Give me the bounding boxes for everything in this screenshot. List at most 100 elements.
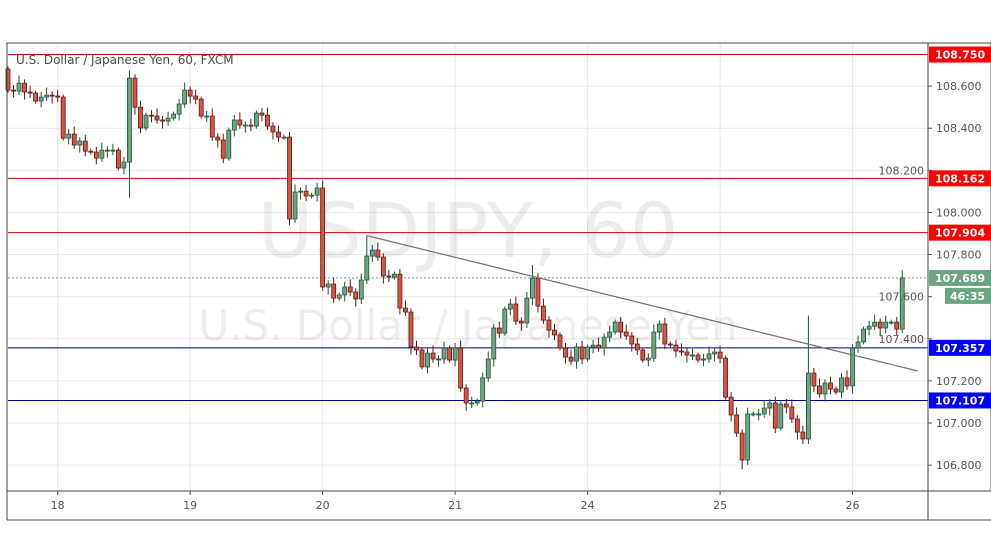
candle-down — [5, 66, 11, 93]
y-tick-label: 107.600 — [879, 291, 925, 304]
candle-body — [397, 273, 403, 309]
candle-body — [60, 96, 66, 139]
candle-body — [38, 96, 44, 102]
candle-body — [16, 82, 22, 92]
candle-up — [761, 400, 767, 418]
candle-down — [563, 342, 568, 364]
x-tick-label: 18 — [51, 499, 65, 512]
plot-border — [6, 42, 991, 492]
price-label: 107.357 — [935, 342, 985, 355]
candle-down — [248, 118, 254, 132]
countdown-label: 46:35 — [950, 290, 985, 303]
candle-up — [883, 315, 889, 334]
candle-body — [215, 136, 221, 141]
x-tick-label: 20 — [316, 499, 330, 512]
candle-down — [717, 345, 723, 364]
candle-down — [618, 317, 624, 339]
candle-up — [850, 344, 855, 394]
price-label: 108.750 — [935, 49, 985, 62]
candle-down — [375, 242, 381, 261]
candle-down — [27, 85, 33, 99]
candle-down — [331, 277, 337, 304]
candle-down — [303, 184, 309, 202]
candle-up — [121, 157, 127, 175]
candle-body — [712, 351, 717, 355]
candle-down — [259, 108, 265, 122]
candle-body — [22, 82, 27, 93]
candle-up — [767, 399, 773, 416]
candle-up — [309, 192, 315, 199]
candle-down — [386, 269, 392, 283]
chart-title: U.S. Dollar / Japanese Yen, 60, FXCM — [16, 53, 234, 67]
candle-body — [44, 94, 50, 98]
candle-up — [474, 398, 480, 406]
candle-body — [673, 344, 679, 352]
candle-up — [336, 292, 342, 301]
candle-down — [513, 296, 519, 325]
candle-body — [557, 334, 563, 349]
candle-down — [496, 321, 502, 339]
candle-up — [182, 82, 188, 108]
candle-down — [679, 343, 684, 356]
candle-down — [579, 340, 585, 365]
candle-body — [325, 283, 331, 288]
candle-body — [253, 112, 259, 127]
candle-body — [242, 124, 248, 127]
candle-up — [701, 353, 706, 367]
candle-body — [391, 273, 397, 278]
candle-body — [49, 94, 55, 97]
candle-body — [88, 150, 94, 153]
candle-body — [220, 139, 226, 159]
candle-body — [176, 103, 182, 115]
candle-body — [270, 125, 276, 133]
candle-up — [342, 281, 348, 302]
candle-up — [231, 114, 237, 137]
candle-up — [165, 111, 171, 127]
candle-body — [209, 115, 215, 138]
candle-body — [651, 331, 657, 359]
candle-body — [5, 68, 11, 91]
candle-down — [772, 396, 778, 434]
candle-body — [800, 431, 806, 440]
y-tick-label: 107.400 — [879, 333, 925, 346]
candle-body — [436, 358, 441, 361]
candle-body — [518, 320, 524, 324]
candle-body — [375, 249, 381, 258]
candle-body — [93, 151, 99, 159]
price-axis[interactable]: 108.600 108.400 108.200 108.000 107.800 107.6… — [879, 80, 982, 472]
candle-up — [16, 75, 22, 95]
candle-body — [99, 149, 105, 159]
candle-body — [794, 418, 800, 433]
candle-down — [783, 398, 789, 414]
candle-up — [99, 142, 105, 162]
price-label-bg — [929, 170, 991, 187]
candle-up — [298, 187, 303, 200]
y-tick-label: 107.000 — [936, 417, 982, 430]
candle-body — [783, 403, 789, 408]
candle-down — [71, 126, 77, 149]
candle-up — [656, 320, 662, 340]
candle-body — [585, 346, 590, 360]
candle-down — [541, 298, 546, 324]
candle-down — [463, 384, 469, 411]
candle-up — [706, 346, 712, 363]
price-label-bg — [929, 46, 991, 63]
price-label-bg — [929, 224, 991, 241]
candle-body — [193, 95, 199, 100]
candle-up — [651, 324, 657, 362]
candle-up — [822, 379, 828, 402]
y-tick-label: 108.200 — [879, 164, 925, 177]
candle-up — [485, 351, 491, 382]
y-tick-label: 107.800 — [936, 249, 982, 262]
candle-body — [259, 112, 265, 116]
candle-down — [193, 89, 199, 105]
candle-down — [695, 352, 701, 363]
candle-body — [574, 346, 579, 362]
candle-down — [33, 90, 38, 104]
candle-body — [496, 327, 502, 334]
time-axis[interactable]: 18 19 20 21 24 25 26 — [51, 491, 860, 512]
candle-body — [198, 98, 204, 117]
candle-body — [248, 124, 254, 127]
candle-body — [33, 92, 38, 102]
